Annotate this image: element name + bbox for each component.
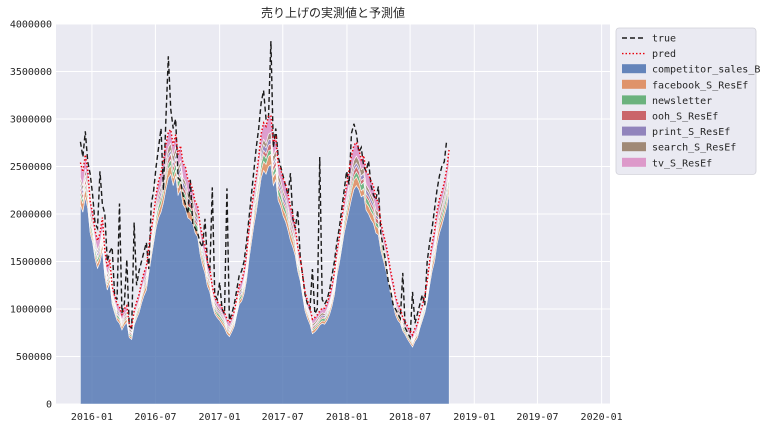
y-tick-label: 3500000 [10,67,52,78]
x-tick-label: 2017-01 [199,412,241,423]
legend: true pred competitor_sales_B facebook_S_Res… [615,27,760,175]
y-tick-label: 3000000 [10,115,52,126]
legend-box [615,27,757,175]
x-tick-label: 2019-01 [453,412,495,423]
legend-marker-print_S_ResEf [622,126,646,136]
legend-label: print_S_ResEf [652,127,730,138]
legend-label: tv_S_ResEf [652,158,712,169]
legend-marker-ooh_S_ResEf [622,111,646,120]
legend-marker-newsletter [622,95,646,105]
y-tick-label: 2000000 [10,210,52,221]
line-pred [79,114,450,337]
line-true [79,41,448,341]
y-axis: 0 500000 1000000 1500000 2000000 2500000 30000… [10,20,52,411]
legend-label: competitor_sales_B [652,65,760,76]
legend-label: newsletter [652,96,712,107]
legend-marker-facebook_S_ResEf [622,79,646,89]
x-axis: 2016-01 2016-07 2017-01 2017-07 2018-01 2018-… [71,412,623,423]
y-tick-label: 500000 [16,352,52,363]
legend-marker-competitor_sales_B [622,64,646,74]
area-tv_S_ResEf [80,115,450,340]
stacked-areas [80,115,450,405]
legend-label: true [652,34,676,45]
y-tick-label: 1000000 [10,305,52,316]
y-tick-label: 1500000 [10,257,52,268]
legend-label: pred [652,49,676,60]
x-tick-label: 2016-07 [134,412,176,423]
legend-label: facebook_S_ResEf [652,80,748,91]
legend-marker-search_S_ResEf [622,142,646,152]
overlay-lines [79,41,450,341]
x-tick-label: 2018-07 [389,412,431,423]
x-tick-label: 2019-07 [516,412,558,423]
x-tick-label: 2018-01 [326,412,368,423]
legend-marker-tv_S_ResEf [622,157,646,167]
legend-label: search_S_ResEf [652,143,736,154]
grid [56,23,610,405]
x-tick-label: 2016-01 [71,412,113,423]
x-tick-label: 2017-07 [262,412,304,423]
x-tick-label: 2020-01 [581,412,623,423]
chart-title: 売り上げの実測値と予測値 [261,5,405,20]
y-tick-label: 2500000 [10,162,52,173]
y-tick-label: 4000000 [10,20,52,31]
y-tick-label: 0 [46,400,52,411]
legend-label: ooh_S_ResEf [652,112,718,123]
